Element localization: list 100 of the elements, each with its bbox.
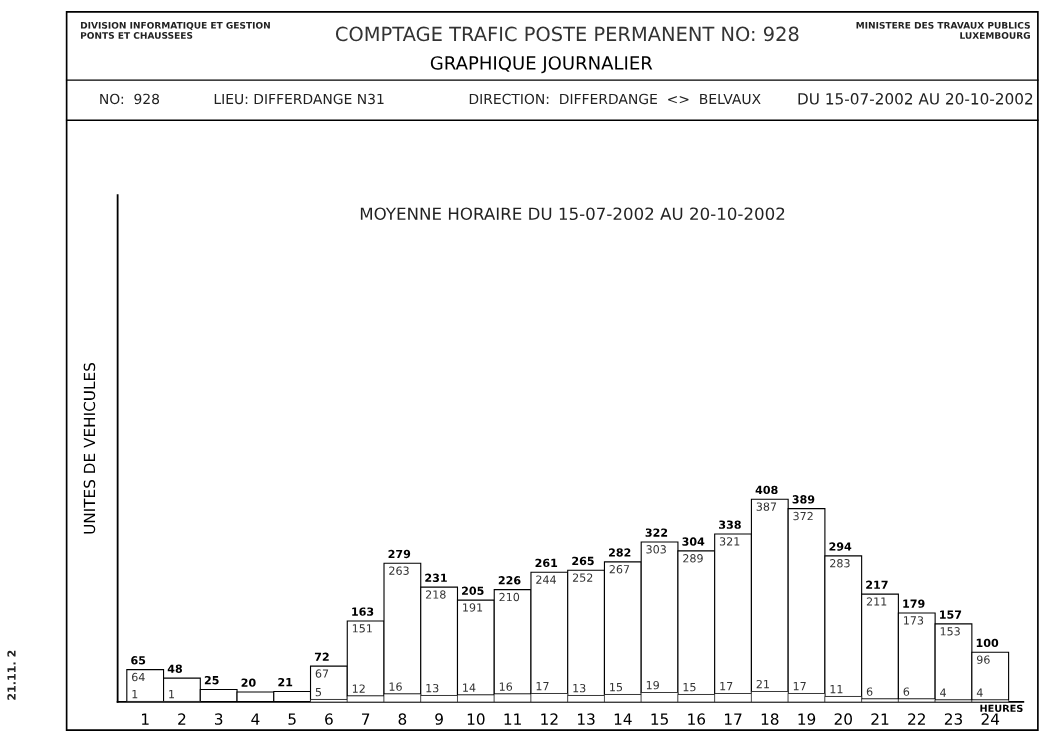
total-label: 20 <box>241 678 256 687</box>
data-label: 210 <box>499 592 520 602</box>
total-label: 279 <box>388 549 411 559</box>
text: NO: 928 <box>100 93 160 105</box>
data-label: 14 <box>463 683 476 692</box>
total-label: 322 <box>645 528 668 537</box>
data-label: 6 <box>903 687 910 696</box>
text: 21.11. 2 <box>7 650 16 700</box>
total-label: 389 <box>792 495 815 504</box>
total-label: 48 <box>167 664 183 673</box>
data-label: 16 <box>389 682 402 691</box>
total-label: 408 <box>755 485 778 495</box>
total-label: 205 <box>462 586 484 595</box>
data-label: 64 <box>132 672 145 682</box>
data-label: 4 <box>976 688 983 697</box>
data-label: 173 <box>904 616 924 625</box>
total-label: 157 <box>940 610 962 619</box>
data-label: 6 <box>866 687 873 696</box>
data-label: 12 <box>352 684 365 693</box>
x-tick-label: 17 <box>725 713 742 725</box>
data-label: 151 <box>352 624 372 633</box>
total-label: 217 <box>866 580 888 589</box>
data-label: 16 <box>499 682 513 691</box>
data-label: 283 <box>830 559 850 568</box>
data-label: 17 <box>793 682 806 691</box>
y-axis-title: UNITES DE VEHICULES <box>83 363 96 534</box>
total-label: 304 <box>682 537 705 546</box>
total-label: 261 <box>535 558 558 568</box>
data-label: 17 <box>720 682 733 691</box>
total-label: 231 <box>425 573 447 583</box>
x-tick-label: 9 <box>435 713 443 725</box>
data-label: 11 <box>830 685 843 694</box>
x-axis-title: HEURES <box>980 704 1023 712</box>
data-label: 96 <box>976 655 990 664</box>
total-label: 294 <box>829 542 852 551</box>
x-tick-label: 18 <box>761 713 779 725</box>
data-label: 1 <box>132 690 138 699</box>
x-tick-label: 23 <box>944 713 962 725</box>
text: MINISTERE DES TRAVAUX PUBLICS LUXEMBOURG <box>856 21 1030 39</box>
data-label: 289 <box>683 554 703 563</box>
x-tick-label: 24 <box>981 713 1000 725</box>
x-tick-label: 11 <box>504 713 521 725</box>
x-tick-label: 20 <box>834 713 852 725</box>
text: DIRECTION: DIFFERDANGE <> BELVAUX <box>469 93 761 105</box>
total-label: 100 <box>976 638 999 648</box>
data-label: 244 <box>536 575 556 584</box>
data-label: 13 <box>426 683 439 693</box>
x-tick-label: 15 <box>651 713 668 725</box>
total-label: 282 <box>609 548 631 557</box>
x-tick-label: 8 <box>398 713 407 725</box>
x-tick-label: 19 <box>798 713 816 725</box>
data-label: 303 <box>646 545 666 554</box>
total-label: 65 <box>131 656 146 665</box>
x-tick-label: 6 <box>325 713 333 725</box>
data-label: 1 <box>169 690 175 699</box>
data-label: 15 <box>683 683 696 692</box>
x-tick-label: 10 <box>467 713 485 725</box>
data-label: 191 <box>463 603 483 612</box>
total-label: 226 <box>498 576 521 585</box>
total-label: 163 <box>352 607 374 616</box>
text: DU 15-07-2002 AU 20-10-2002 <box>798 93 1033 105</box>
chart-title: COMPTAGE TRAFIC POSTE PERMANENT NO: 928 <box>335 26 799 42</box>
data-label: 372 <box>793 511 813 521</box>
x-tick-label: 5 <box>288 713 296 725</box>
total-label: 25 <box>204 675 219 685</box>
total-label: 179 <box>903 599 925 608</box>
data-label: 19 <box>646 680 659 690</box>
total-label: 338 <box>719 520 741 529</box>
x-tick-label: 1 <box>142 713 149 725</box>
x-tick-label: 12 <box>541 713 558 725</box>
data-label: 321 <box>719 537 740 546</box>
data-label: 67 <box>315 669 329 678</box>
data-label: 153 <box>940 627 960 636</box>
data-label: 4 <box>940 688 946 697</box>
data-label: 252 <box>572 573 593 582</box>
data-label: 15 <box>610 683 623 692</box>
x-tick-label: 3 <box>214 713 223 725</box>
data-label: 13 <box>573 683 586 693</box>
x-tick-label: 14 <box>614 713 632 725</box>
x-tick-label: 13 <box>578 713 595 725</box>
x-tick-label: 2 <box>178 713 186 725</box>
x-tick-label: 21 <box>871 713 889 725</box>
text: DIVISION INFORMATIQUE ET GESTION PONTS ET CHAUSSEES <box>80 21 270 39</box>
total-label: 265 <box>572 556 594 566</box>
data-label: 267 <box>609 565 630 574</box>
data-label: 5 <box>315 688 322 697</box>
total-label: 72 <box>314 652 329 661</box>
data-label: 17 <box>536 682 549 691</box>
x-tick-label: 7 <box>362 713 370 725</box>
data-label: 21 <box>756 679 769 689</box>
x-tick-label: 16 <box>688 713 706 725</box>
chart-subtitle: GRAPHIQUE JOURNALIER <box>430 56 653 74</box>
data-label: 218 <box>425 590 446 599</box>
text: LIEU: DIFFERDANGE N31 <box>214 93 384 105</box>
text: MOYENNE HORAIRE DU 15-07-2002 AU 20-10-2002 <box>360 207 785 221</box>
x-tick-label: 22 <box>908 713 925 725</box>
data-label: 211 <box>866 597 887 606</box>
x-tick-label: 4 <box>251 713 260 725</box>
data-label: 387 <box>756 502 777 511</box>
total-label: 21 <box>278 677 293 687</box>
